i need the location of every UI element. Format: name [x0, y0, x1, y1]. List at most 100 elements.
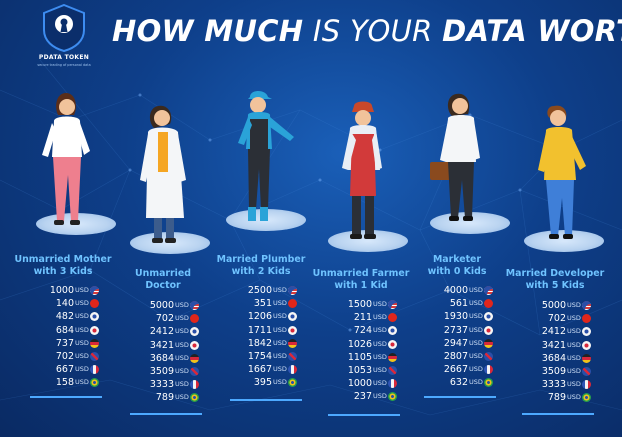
currency-unit: USD	[469, 312, 483, 321]
uk-flag-icon	[90, 352, 99, 361]
heading-line-2: Doctor	[145, 280, 181, 291]
amount-value: 158	[55, 377, 74, 389]
currency-unit: USD	[273, 299, 287, 308]
currency-unit: USD	[567, 367, 581, 375]
amount-value: 702	[155, 313, 174, 325]
value-row: 2737 USD	[402, 324, 493, 337]
usa-flag-icon	[484, 286, 493, 295]
currency-unit: USD	[567, 327, 581, 336]
currency-unit: USD	[273, 325, 287, 334]
column-divider	[30, 396, 102, 398]
column-heading: Unmarried Farmer with 1 Kid	[306, 268, 416, 292]
heading-line-2: with 3 Kids	[33, 266, 93, 277]
logo: PDATA TOKEN secure trading of personal d…	[28, 4, 100, 74]
amount-value: 3684	[541, 352, 566, 364]
amount-value: 1754	[247, 351, 272, 362]
amount-value: 237	[353, 391, 372, 403]
amount-value: 702	[55, 351, 74, 362]
amount-value: 1930	[443, 311, 468, 323]
column-divider	[230, 399, 302, 401]
title-part-1: HOW MUCH	[112, 14, 304, 48]
value-row: 2412 USD	[500, 326, 591, 338]
japan-flag-icon	[288, 325, 297, 335]
usa-flag-icon	[388, 300, 397, 309]
value-row: 237 USD	[306, 391, 397, 403]
brazil-flag-icon	[582, 393, 591, 403]
value-row: 724 USD	[306, 325, 397, 337]
amount-value: 2412	[541, 326, 566, 338]
value-row: 1000 USD	[8, 285, 99, 297]
value-row: 3333 USD	[500, 379, 591, 391]
value-row: 2947 USD	[402, 338, 493, 350]
amount-value: 1500	[347, 299, 372, 310]
currency-unit: USD	[373, 352, 387, 361]
doctor-figure	[140, 105, 186, 243]
currency-unit: USD	[273, 365, 287, 374]
amount-value: 1000	[49, 285, 74, 296]
amount-value: 684	[55, 324, 74, 336]
person-unmarried-farmer	[318, 98, 418, 258]
value-row: 1754 USD	[206, 351, 297, 363]
person-unmarried-doctor	[118, 100, 218, 260]
logo-name: PDATA TOKEN	[38, 54, 90, 61]
amount-value: 561	[449, 298, 468, 310]
value-row: 684 USD	[8, 324, 99, 337]
currency-unit: USD	[175, 327, 189, 336]
currency-unit: USD	[469, 338, 483, 347]
value-row: 3421 USD	[108, 339, 199, 352]
currency-unit: USD	[175, 353, 189, 362]
amount-value: 3333	[541, 379, 566, 391]
value-row: 395 USD	[206, 377, 297, 389]
keyhole-shield-icon	[43, 4, 85, 52]
title-part-3: DATA WORTH?	[442, 14, 622, 48]
heading-line-2: with 0 Kids	[427, 266, 487, 277]
amount-value: 3421	[149, 339, 174, 351]
plumber-figure	[238, 91, 294, 221]
france-flag-icon	[484, 365, 493, 375]
person-marketer	[418, 88, 518, 248]
value-row: 211 USD	[306, 312, 397, 324]
china-flag-icon	[582, 314, 591, 324]
amount-value: 2737	[443, 324, 468, 336]
uk-flag-icon	[288, 352, 297, 361]
amount-value: 482	[55, 311, 74, 323]
value-row: 351 USD	[206, 298, 297, 310]
brazil-flag-icon	[90, 378, 99, 388]
brazil-flag-icon	[288, 378, 297, 388]
heading-line-1: Unmarried Mother	[14, 254, 112, 265]
south-korea-flag-icon	[388, 326, 397, 336]
china-flag-icon	[90, 299, 99, 309]
currency-unit: USD	[469, 325, 483, 334]
amount-value: 4000	[443, 285, 468, 296]
amount-value: 1026	[347, 338, 372, 350]
germany-flag-icon	[288, 338, 297, 348]
currency-unit: USD	[567, 353, 581, 362]
currency-unit: USD	[273, 378, 287, 387]
value-row: 1026 USD	[306, 338, 397, 351]
south-korea-flag-icon	[288, 312, 297, 322]
currency-unit: USD	[567, 380, 581, 389]
heading-line-1: Married Developer	[505, 268, 605, 279]
value-row: 1842 USD	[206, 338, 297, 350]
japan-flag-icon	[90, 325, 99, 335]
value-row: 1000 USD	[306, 378, 397, 390]
usa-flag-icon	[190, 301, 199, 310]
amount-value: 737	[55, 337, 74, 349]
south-korea-flag-icon	[484, 312, 493, 322]
value-row: 667 USD	[8, 364, 99, 376]
column-divider	[130, 413, 202, 415]
currency-unit: USD	[469, 365, 483, 374]
currency-unit: USD	[567, 301, 581, 309]
brazil-flag-icon	[484, 378, 493, 388]
mother-figure	[42, 93, 90, 225]
heading-line-2: with 5 Kids	[525, 280, 585, 291]
column-divider	[522, 413, 594, 415]
japan-flag-icon	[582, 340, 591, 350]
japan-flag-icon	[190, 340, 199, 350]
amount-value: 2667	[443, 364, 468, 376]
column-heading: Unmarried Mother with 3 Kids	[8, 254, 118, 278]
heading-line-1: Unmarried	[135, 268, 191, 279]
value-row: 3509 USD	[108, 366, 199, 378]
china-flag-icon	[190, 314, 199, 324]
